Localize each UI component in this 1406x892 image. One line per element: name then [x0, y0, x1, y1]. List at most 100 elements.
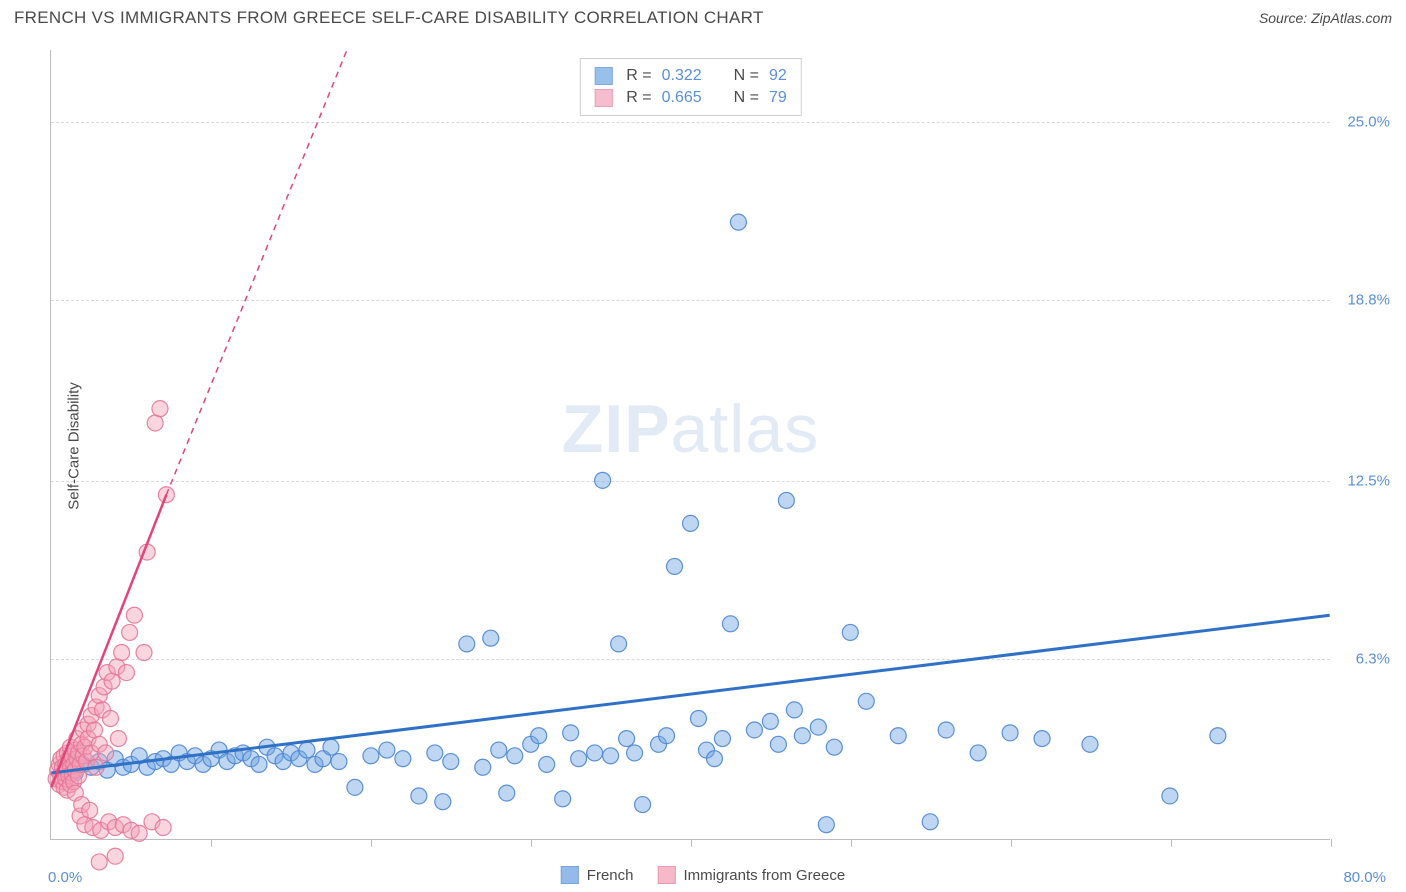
data-point [107, 848, 123, 864]
data-point [826, 739, 842, 755]
stats-legend: R =0.322N =92R =0.665N =79 [579, 58, 801, 116]
data-point [102, 711, 118, 727]
data-point [531, 728, 547, 744]
data-point [91, 854, 107, 870]
data-point [603, 748, 619, 764]
data-point [683, 515, 699, 531]
data-point [938, 722, 954, 738]
data-point [323, 739, 339, 755]
y-tick-label: 18.8% [1347, 291, 1390, 308]
data-point [299, 742, 315, 758]
data-point [98, 745, 114, 761]
data-point [706, 751, 722, 767]
data-point [491, 742, 507, 758]
data-point [786, 702, 802, 718]
r-value: 0.665 [662, 89, 714, 107]
data-point [970, 745, 986, 761]
data-point [587, 745, 603, 761]
legend-swatch [594, 67, 612, 85]
x-min-label: 0.0% [48, 869, 82, 886]
x-tick [211, 839, 212, 847]
data-point [1162, 788, 1178, 804]
data-point [507, 748, 523, 764]
data-point [427, 745, 443, 761]
data-point [635, 797, 651, 813]
data-point [459, 636, 475, 652]
x-tick [851, 839, 852, 847]
data-point [475, 759, 491, 775]
data-point [152, 401, 168, 417]
data-point [1082, 736, 1098, 752]
data-point [1210, 728, 1226, 744]
data-point [1034, 731, 1050, 747]
x-tick [1331, 839, 1332, 847]
legend-swatch [657, 866, 675, 884]
data-point [611, 636, 627, 652]
stats-legend-row: R =0.665N =79 [594, 87, 786, 109]
data-point [778, 492, 794, 508]
data-point [794, 728, 810, 744]
data-point [86, 722, 102, 738]
data-point [595, 472, 611, 488]
chart-area: ZIPatlas R =0.322N =92R =0.665N =79 6.3%… [50, 50, 1330, 840]
x-tick [371, 839, 372, 847]
data-point [379, 742, 395, 758]
data-point [435, 794, 451, 810]
data-point [347, 779, 363, 795]
data-point [730, 214, 746, 230]
data-point [155, 820, 171, 836]
data-point [746, 722, 762, 738]
data-point [82, 802, 98, 818]
data-point [110, 731, 126, 747]
series-label: French [587, 867, 634, 884]
data-point [363, 748, 379, 764]
y-tick-label: 6.3% [1356, 651, 1390, 668]
x-tick [1011, 839, 1012, 847]
stats-legend-row: R =0.322N =92 [594, 65, 786, 87]
y-tick-label: 12.5% [1347, 472, 1390, 489]
legend-swatch [594, 89, 612, 107]
r-value: 0.322 [662, 67, 714, 85]
x-tick [1171, 839, 1172, 847]
data-point [126, 607, 142, 623]
data-point [331, 754, 347, 770]
data-point [104, 673, 120, 689]
n-label: N = [734, 67, 759, 85]
data-point [619, 731, 635, 747]
trend-line [51, 615, 1329, 773]
data-point [147, 415, 163, 431]
legend-swatch [561, 866, 579, 884]
trend-line-extension [166, 50, 347, 495]
data-point [539, 756, 555, 772]
data-point [499, 785, 515, 801]
data-point [659, 728, 675, 744]
data-point [667, 558, 683, 574]
trend-line [51, 495, 166, 788]
data-point [858, 693, 874, 709]
n-label: N = [734, 89, 759, 107]
data-point [483, 630, 499, 646]
data-point [131, 825, 147, 841]
data-point [251, 756, 267, 772]
data-point [714, 731, 730, 747]
data-point [114, 645, 130, 661]
data-point [627, 745, 643, 761]
data-point [395, 751, 411, 767]
data-point [122, 624, 138, 640]
data-point [922, 814, 938, 830]
series-legend: French Immigrants from Greece [561, 866, 845, 884]
data-point [563, 725, 579, 741]
chart-title: FRENCH VS IMMIGRANTS FROM GREECE SELF-CA… [14, 8, 764, 28]
r-label: R = [626, 67, 651, 85]
series-legend-item: Immigrants from Greece [657, 866, 845, 884]
data-point [810, 719, 826, 735]
data-point [571, 751, 587, 767]
series-label: Immigrants from Greece [683, 867, 845, 884]
data-point [118, 665, 134, 681]
data-point [555, 791, 571, 807]
data-point [136, 645, 152, 661]
series-legend-item: French [561, 866, 634, 884]
x-max-label: 80.0% [1343, 869, 1386, 886]
data-point [762, 713, 778, 729]
data-point [443, 754, 459, 770]
